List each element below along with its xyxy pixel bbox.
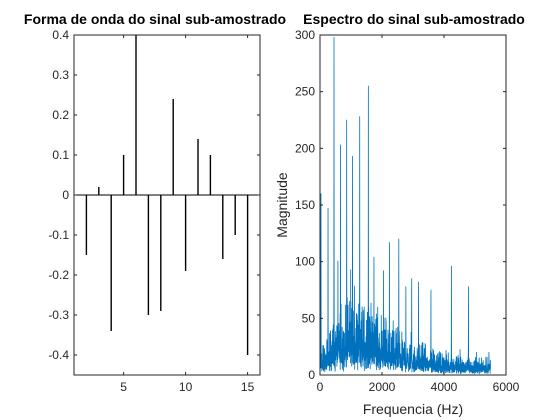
- waveform-stems: [85, 35, 249, 355]
- x-tick-label: 0: [317, 380, 324, 394]
- y-tick-label: 0.3: [52, 68, 69, 82]
- y-tick-label: 150: [295, 198, 315, 212]
- spectrum-axes: Espectro do sinal sub-amostrado 0 2000 400…: [274, 11, 525, 417]
- x-tick-label: 2000: [369, 380, 396, 394]
- y-tick-label: 250: [295, 85, 315, 99]
- x-tick-label: 15: [241, 380, 255, 394]
- y-tick-label: 0.1: [52, 148, 69, 162]
- y-tick-label: 50: [302, 311, 316, 325]
- spectrum-title: Espectro do sinal sub-amostrado: [303, 11, 525, 27]
- waveform-plot-area: [74, 35, 260, 375]
- y-tick-label: 0: [308, 368, 315, 382]
- spectrum-ticks: 0 2000 4000 6000 0 50 100 150 200 250 300: [295, 28, 520, 394]
- y-tick-label: 0: [62, 188, 69, 202]
- y-tick-label: 300: [295, 28, 315, 42]
- waveform-ticks: 5 10 15 0.4 0.3 0.2 0.1 0 -0.1 -0.2 -0.3 -0.4: [48, 28, 260, 394]
- y-tick-label: 100: [295, 255, 315, 269]
- x-tick-label: 6000: [493, 380, 520, 394]
- y-tick-label: 200: [295, 141, 315, 155]
- y-tick-label: -0.4: [48, 348, 69, 362]
- x-tick-label: 5: [120, 380, 127, 394]
- x-tick-label: 10: [179, 380, 193, 394]
- spectrum-axes-box: [319, 34, 507, 376]
- spectrum-xlabel: Frequencia (Hz): [363, 401, 463, 417]
- waveform-axes: Forma de onda do sinal sub-amostrado 5 10…: [24, 11, 286, 394]
- spectrum-ylabel: Magnitude: [274, 172, 290, 238]
- spectrum-series-line: [319, 36, 491, 375]
- waveform-axes-box: [73, 34, 261, 376]
- x-tick-label: 4000: [431, 380, 458, 394]
- y-tick-label: -0.2: [48, 268, 69, 282]
- y-tick-label: 0.2: [52, 108, 69, 122]
- waveform-title: Forma de onda do sinal sub-amostrado: [24, 11, 286, 27]
- y-tick-label: -0.1: [48, 228, 69, 242]
- y-tick-label: -0.3: [48, 308, 69, 322]
- y-tick-label: 0.4: [52, 28, 69, 42]
